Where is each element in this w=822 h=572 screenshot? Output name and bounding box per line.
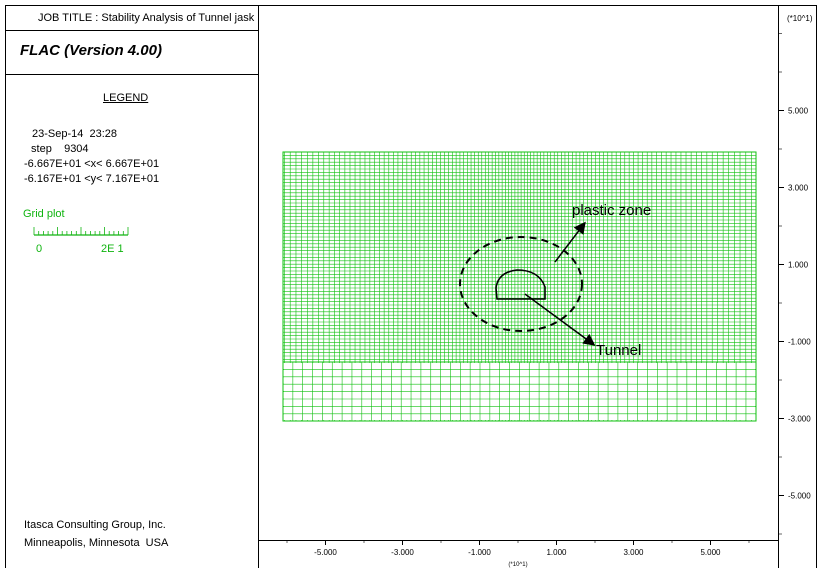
axes: -5.000 -3.000 -1.000 1.000 3.000 5.000 (*10^1)… [286,33,811,568]
scale-min: 0 [36,243,43,255]
grid-plot-label: Grid plot [23,208,65,220]
program-name: FLAC (Version 4.00) [20,42,162,59]
plastic-zone-label: plastic zone [572,202,651,219]
mesh-outline [282,151,757,422]
tunnel-outline [495,269,546,300]
y-tick-label: -5.000 [788,492,811,501]
x-tick-label: -1.000 [468,548,491,557]
y-tick-label: -3.000 [788,415,811,424]
tunnel-label: Tunnel [596,342,641,359]
scale-divider [778,5,779,568]
company-name: Itasca Consulting Group, Inc. [24,519,166,531]
legend-y-range: -6.167E+01 <y< 7.167E+01 [24,173,160,185]
y-tick-label: 5.000 [788,107,809,116]
y-tick-label: 1.000 [788,261,809,270]
tunnel-arrow [524,293,596,346]
scale-bar-icon [33,227,129,236]
frame-right [816,5,817,568]
legend-x-range: -6.667E+01 <x< 6.667E+01 [24,158,160,170]
frame-top [5,5,817,6]
x-tick-label: -3.000 [391,548,414,557]
x-axis-note: (*10^1) [508,562,527,568]
plot-bottom-line [258,540,779,541]
legend-heading: LEGEND [103,92,149,104]
scale-note: (*10^1) [787,14,813,23]
x-tick-label: -5.000 [314,548,337,557]
x-tick-label: 1.000 [546,548,567,557]
scale-max: 2E 1 [101,243,124,255]
x-tick-label: 5.000 [700,548,721,557]
company-location: Minneapolis, Minnesota USA [24,537,169,549]
header-divider [5,30,259,31]
program-divider [5,74,259,75]
legend-date: 23-Sep-14 23:28 [32,128,118,140]
x-tick-label: 3.000 [623,548,644,557]
frame-left [5,5,6,568]
job-title: JOB TITLE : Stability Analysis of Tunnel… [38,12,255,24]
annotations: plastic zone Tunnel [459,202,651,359]
y-tick-label: 3.000 [788,184,809,193]
mesh-grid [282,151,757,422]
legend-step: step 9304 [28,143,89,155]
plastic-zone-arrow [554,221,586,263]
panel-divider [258,5,259,568]
y-tick-label: -1.000 [788,338,811,347]
plastic-zone-outline [459,236,583,332]
